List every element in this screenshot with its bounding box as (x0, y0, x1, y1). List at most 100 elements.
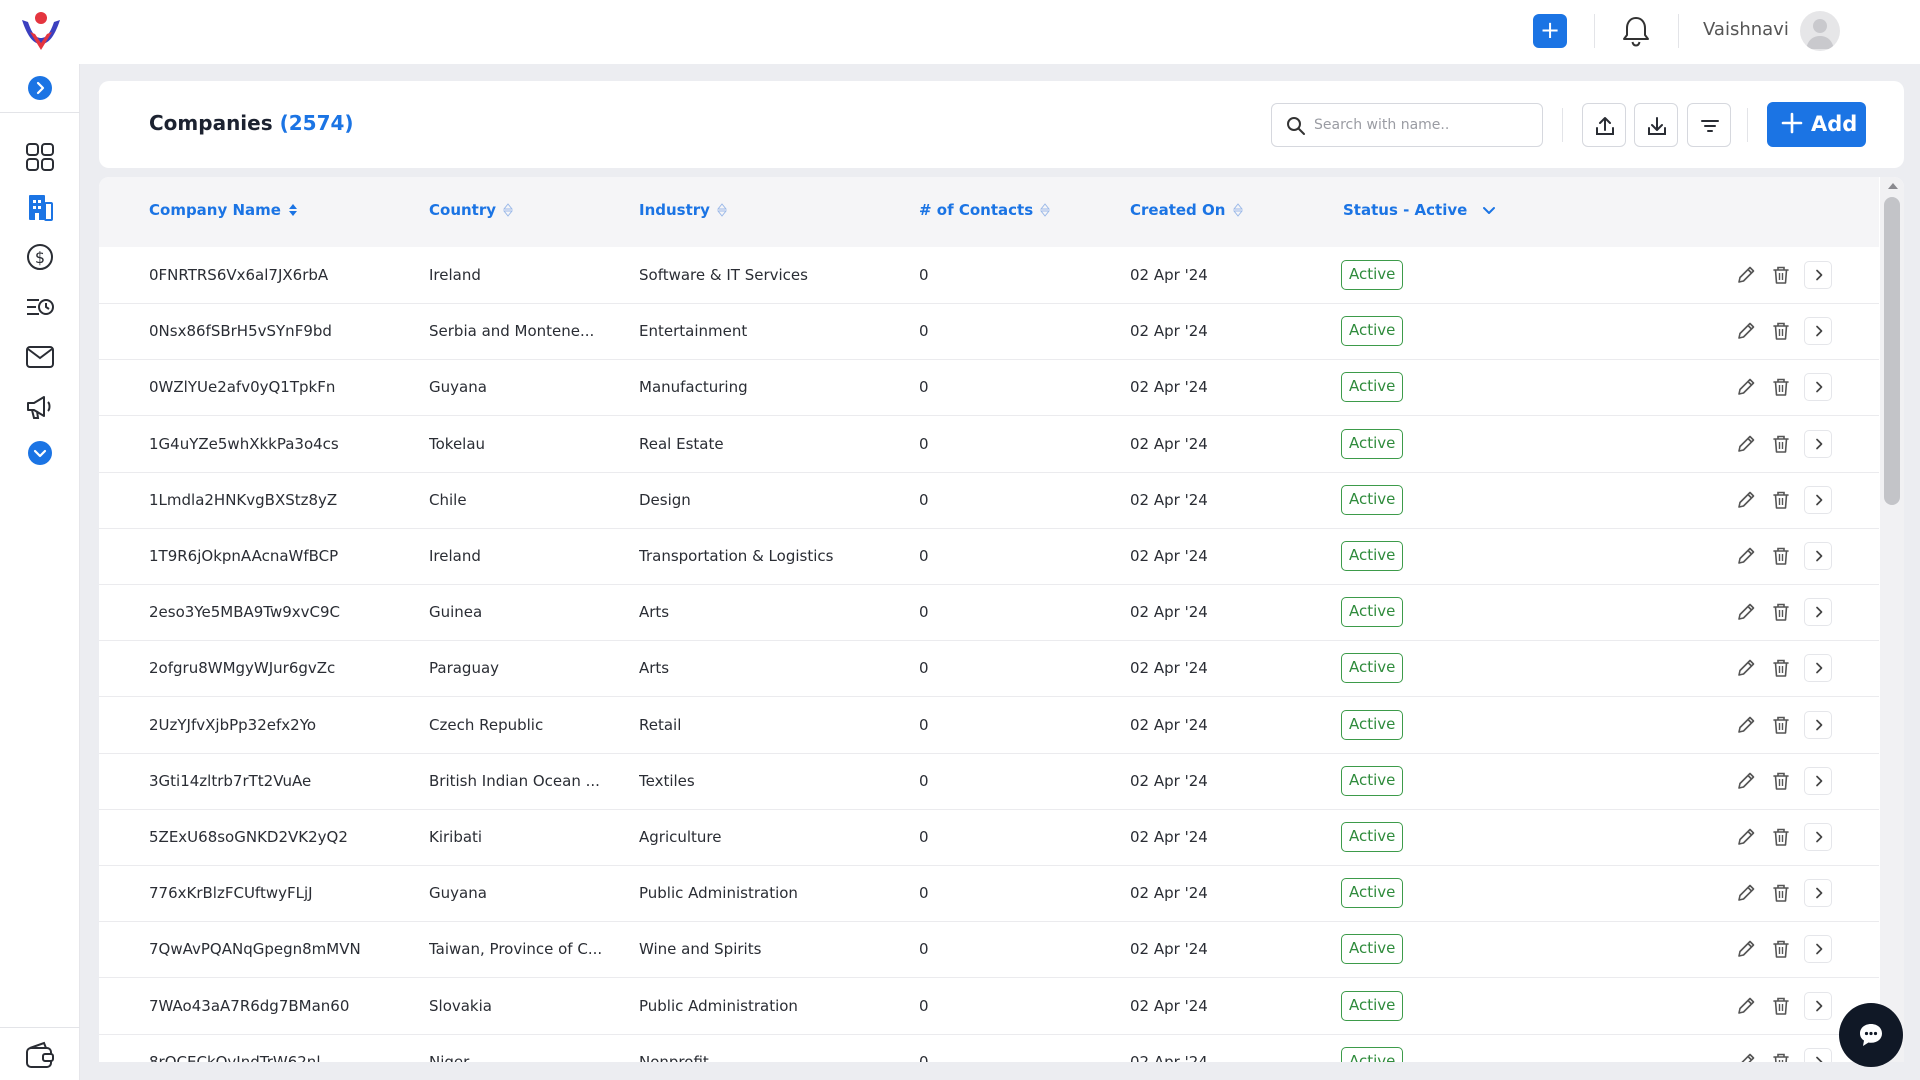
delete-icon[interactable] (1768, 655, 1794, 681)
open-details-button[interactable] (1804, 261, 1832, 289)
delete-icon[interactable] (1768, 936, 1794, 962)
user-name[interactable]: Vaishnavi (1703, 19, 1789, 40)
edit-icon[interactable] (1733, 543, 1759, 569)
delete-icon[interactable] (1768, 768, 1794, 794)
sidebar-expand-button[interactable] (28, 76, 52, 100)
edit-icon[interactable] (1733, 374, 1759, 400)
table-row[interactable]: 0FNRTRS6Vx6al7JX6rbA Ireland Software & IT… (99, 248, 1879, 304)
edit-icon[interactable] (1733, 487, 1759, 513)
company-name-cell[interactable]: 0Nsx86fSBrH5vSYnF9bd (149, 322, 332, 341)
column-header-created-on[interactable]: Created On (1130, 201, 1243, 219)
open-details-button[interactable] (1804, 823, 1832, 851)
open-details-button[interactable] (1804, 542, 1832, 570)
scroll-thumb[interactable] (1884, 197, 1900, 505)
bell-icon[interactable] (1620, 14, 1652, 48)
company-name-cell[interactable]: 1G4uYZe5whXkkPa3o4cs (149, 434, 339, 453)
delete-icon[interactable] (1768, 880, 1794, 906)
column-header-contacts[interactable]: # of Contacts (919, 201, 1051, 219)
deals-icon[interactable]: $ (24, 241, 56, 273)
edit-icon[interactable] (1733, 655, 1759, 681)
table-row[interactable]: 2UzYJfvXjbPp32efx2Yo Czech Republic Retail… (99, 698, 1879, 754)
companies-icon[interactable] (24, 191, 56, 223)
company-name-cell[interactable]: 7WAo43aA7R6dg7BMan60 (149, 996, 350, 1015)
delete-icon[interactable] (1768, 262, 1794, 288)
company-name-cell[interactable]: 2ofgru8WMgyWJur6gvZc (149, 659, 336, 678)
campaign-icon[interactable] (24, 391, 56, 423)
column-header-company-name[interactable]: Company Name (149, 201, 298, 219)
delete-icon[interactable] (1768, 543, 1794, 569)
column-header-industry[interactable]: Industry (639, 201, 728, 219)
company-name-cell[interactable]: 776xKrBlzFCUftwyFLjJ (149, 884, 313, 903)
open-details-button[interactable] (1804, 598, 1832, 627)
open-details-button[interactable] (1804, 935, 1832, 964)
company-name-cell[interactable]: 5ZExU68soGNKD2VK2yQ2 (149, 828, 348, 846)
company-name-cell[interactable]: 3Gti14zltrb7rTt2VuAe (149, 771, 312, 790)
table-row[interactable]: 7WAo43aA7R6dg7BMan60 Slovakia Public Admin… (99, 979, 1879, 1035)
sidebar-more-button[interactable] (28, 441, 52, 465)
company-name-cell[interactable]: 2eso3Ye5MBA9Tw9xvC9C (149, 603, 341, 622)
delete-icon[interactable] (1768, 1049, 1794, 1062)
table-row[interactable]: 3Gti14zltrb7rTt2VuAe British Indian Ocean… (99, 754, 1879, 810)
open-details-button[interactable] (1804, 879, 1832, 908)
table-row[interactable]: 7QwAvPQANqGpegn8mMVN Taiwan, Province of … (99, 922, 1879, 979)
open-details-button[interactable] (1804, 654, 1832, 683)
tasks-icon[interactable] (24, 291, 56, 323)
search-input[interactable] (1314, 104, 1534, 146)
open-details-button[interactable] (1804, 317, 1832, 346)
edit-icon[interactable] (1733, 599, 1759, 625)
delete-icon[interactable] (1768, 599, 1794, 625)
edit-icon[interactable] (1733, 318, 1759, 344)
open-details-button[interactable] (1804, 429, 1832, 458)
edit-icon[interactable] (1733, 1049, 1759, 1062)
column-header-country[interactable]: Country (429, 201, 514, 219)
table-row[interactable]: 2ofgru8WMgyWJur6gvZc Paraguay Arts 0 02 Apr … (99, 641, 1879, 698)
wallet-icon[interactable] (24, 1040, 56, 1072)
company-name-cell[interactable]: 8rOCECkOvJndTrW62nl (149, 1052, 321, 1062)
table-row[interactable]: 8rOCECkOvJndTrW62nl Niger Nonprofit 0 02 Apr… (99, 1035, 1879, 1062)
table-row[interactable]: 1T9R6jOkpnAAcnaWfBCP Ireland Transportatio… (99, 529, 1879, 585)
open-details-button[interactable] (1804, 1047, 1832, 1062)
open-details-button[interactable] (1804, 710, 1832, 739)
search-box[interactable] (1271, 103, 1543, 147)
edit-icon[interactable] (1733, 936, 1759, 962)
add-company-button[interactable]: Add (1767, 102, 1866, 147)
company-name-cell[interactable]: 7QwAvPQANqGpegn8mMVN (149, 940, 361, 959)
delete-icon[interactable] (1768, 374, 1794, 400)
table-row[interactable]: 1Lmdla2HNKvgBXStz8yZ Chile Design 0 02 Apr '… (99, 473, 1879, 529)
mail-icon[interactable] (24, 341, 56, 373)
company-name-cell[interactable]: 1Lmdla2HNKvgBXStz8yZ (149, 490, 338, 509)
table-row[interactable]: 1G4uYZe5whXkkPa3o4cs Tokelau Real Estate 0 0… (99, 417, 1879, 473)
edit-icon[interactable] (1733, 712, 1759, 738)
edit-icon[interactable] (1733, 993, 1759, 1019)
company-name-cell[interactable]: 0WZlYUe2afv0yQ1TpkFn (149, 378, 336, 397)
company-name-cell[interactable]: 0FNRTRS6Vx6al7JX6rbA (149, 266, 329, 284)
table-row[interactable]: 2eso3Ye5MBA9Tw9xvC9C Guinea Arts 0 02 Apr '2… (99, 585, 1879, 642)
edit-icon[interactable] (1733, 824, 1759, 850)
delete-icon[interactable] (1768, 318, 1794, 344)
table-row[interactable]: 0WZlYUe2afv0yQ1TpkFn Guyana Manufacturing 0… (99, 360, 1879, 417)
scroll-up-arrow[interactable] (1888, 183, 1898, 189)
avatar[interactable] (1800, 11, 1840, 51)
open-details-button[interactable] (1804, 373, 1832, 402)
quick-add-button[interactable]: + (1533, 14, 1567, 48)
delete-icon[interactable] (1768, 993, 1794, 1019)
table-row[interactable]: 776xKrBlzFCUftwyFLjJ Guyana Public Adminis… (99, 866, 1879, 923)
delete-icon[interactable] (1768, 712, 1794, 738)
table-row[interactable]: 0Nsx86fSBrH5vSYnF9bd Serbia and Montene..… (99, 304, 1879, 361)
app-logo[interactable] (18, 10, 64, 52)
filter-button[interactable] (1687, 103, 1731, 147)
open-details-button[interactable] (1804, 485, 1832, 514)
table-row[interactable]: 5ZExU68soGNKD2VK2yQ2 Kiribati Agriculture 0… (99, 810, 1879, 866)
open-details-button[interactable] (1804, 991, 1832, 1020)
vertical-scrollbar[interactable] (1880, 177, 1904, 1062)
company-name-cell[interactable]: 1T9R6jOkpnAAcnaWfBCP (149, 547, 339, 565)
edit-icon[interactable] (1733, 768, 1759, 794)
dashboard-icon[interactable] (24, 141, 56, 173)
delete-icon[interactable] (1768, 824, 1794, 850)
delete-icon[interactable] (1768, 487, 1794, 513)
status-filter-dropdown[interactable]: Status - Active (1343, 201, 1497, 219)
upload-button[interactable] (1582, 103, 1626, 147)
chat-button[interactable] (1839, 1003, 1903, 1067)
delete-icon[interactable] (1768, 431, 1794, 457)
edit-icon[interactable] (1733, 431, 1759, 457)
